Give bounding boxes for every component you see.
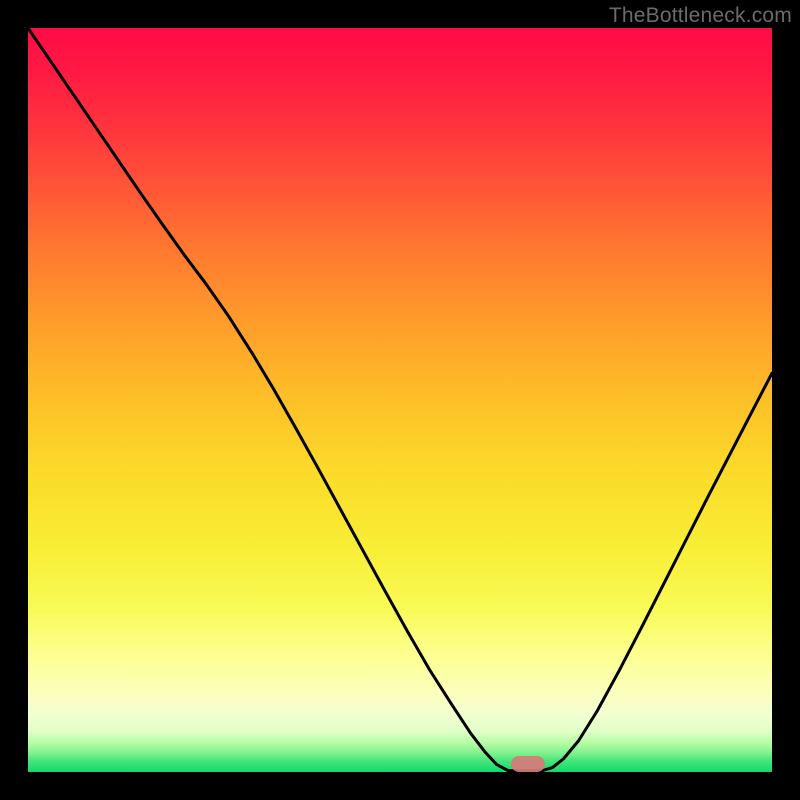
plot-background	[28, 28, 772, 772]
bottleneck-chart	[0, 0, 800, 800]
optimal-marker	[511, 756, 545, 772]
watermark-text: TheBottleneck.com	[609, 4, 792, 28]
